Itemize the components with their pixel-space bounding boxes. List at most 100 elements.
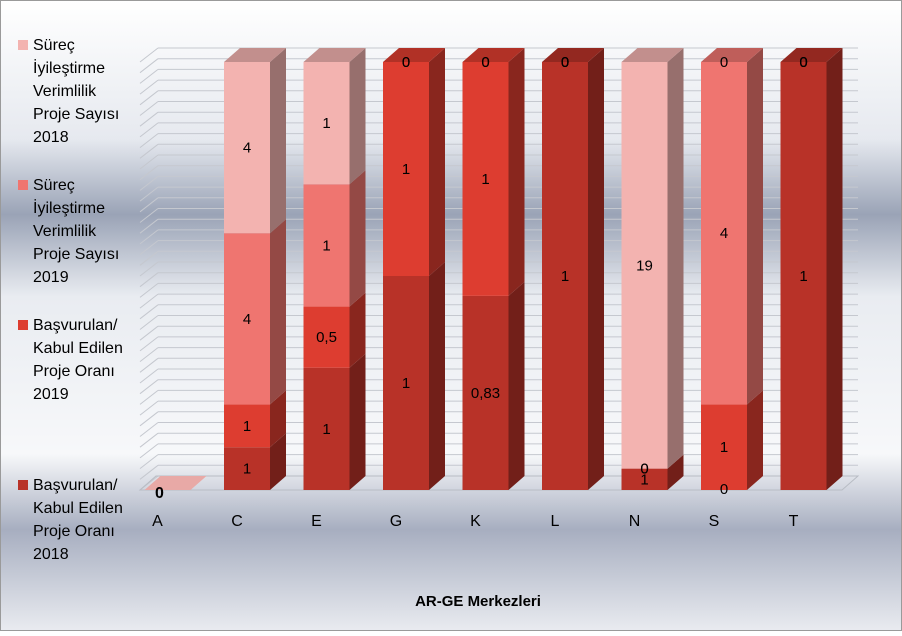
gridline-side — [139, 347, 159, 362]
data-label: 1 — [322, 115, 330, 132]
bar-top-T — [780, 48, 843, 62]
bar-top-L — [542, 48, 604, 62]
legend-entry: Başvurulan/Kabul Edilen Proje Oranı 2019 — [33, 317, 123, 403]
gridline-side — [139, 411, 159, 427]
legend-swatch — [18, 180, 28, 190]
gridline-side — [139, 464, 159, 480]
bar-segment-G-1 — [383, 62, 429, 276]
data-label: 1 — [243, 418, 251, 435]
bar-segment-N-3 — [621, 62, 668, 469]
bar-side-T-0 — [826, 48, 843, 490]
bar-side-E-2 — [349, 170, 366, 307]
legend: Süreç İyileştirme Verimlilik Proje Sayısı 20… — [18, 37, 123, 563]
legend-swatch — [18, 320, 28, 330]
data-label: 1 — [481, 171, 489, 188]
gridline-side — [139, 325, 159, 341]
gridline-side — [139, 368, 159, 384]
data-label: 0 — [481, 54, 489, 71]
bar-side-G-0 — [429, 262, 445, 490]
gridline-side — [139, 154, 159, 170]
legend-swatch — [18, 40, 28, 50]
gridline-side — [139, 143, 159, 159]
legend-entry: Başvurulan/Kabul Edilen Proje Oranı 2018 — [33, 477, 123, 563]
bar-side-C-2 — [270, 219, 286, 405]
data-label: 1 — [799, 268, 807, 285]
bar-side-E-3 — [349, 48, 366, 185]
data-label: 4 — [720, 225, 728, 242]
gridline-side — [139, 422, 159, 437]
gridline-side — [139, 250, 159, 266]
chart-floor — [138, 475, 860, 491]
gridline-side — [139, 79, 159, 95]
bar-segment-K-1 — [462, 62, 509, 296]
gridline-side — [139, 293, 159, 309]
bar-top-C — [224, 48, 286, 62]
bar-side-E-1 — [349, 292, 366, 368]
gridline-side — [139, 229, 159, 245]
x-tick-label: C — [231, 513, 243, 530]
gridline-side — [139, 122, 159, 138]
gridline-side — [139, 111, 159, 127]
data-label: 0 — [799, 54, 807, 71]
legend-entry: Süreç İyileştirme Verimlilik Proje Sayısı 20… — [33, 177, 119, 286]
gridline-side — [139, 90, 159, 106]
data-label: 1 — [402, 375, 410, 392]
gridline-side — [139, 283, 159, 298]
bar-side-K-1 — [508, 48, 525, 296]
data-label: 0 — [155, 485, 164, 502]
bar-top-E — [303, 48, 366, 62]
gridline-side — [139, 218, 159, 234]
bar-segment-C-0 — [224, 447, 270, 490]
gridline-side — [139, 357, 159, 373]
bar-segment-E-1 — [303, 306, 350, 368]
bar-side-N-3 — [667, 48, 684, 469]
data-label: 0 — [561, 54, 569, 71]
gridline-side — [139, 443, 159, 459]
bar-side-C-1 — [270, 390, 286, 448]
bar-segment-G-0 — [383, 276, 429, 490]
gridline-side — [139, 197, 159, 213]
gridline-side — [139, 432, 159, 448]
bar-segment-E-2 — [303, 184, 350, 307]
gridline-side — [139, 176, 159, 191]
gridline-side — [139, 208, 159, 223]
gridline-side — [139, 379, 159, 395]
gridline-side — [139, 101, 159, 116]
data-label: 0,83 — [471, 385, 500, 402]
data-label: 0 — [402, 54, 410, 71]
bar-segment-K-0 — [462, 295, 509, 490]
gridline-side — [139, 186, 159, 202]
bar-top-K — [462, 48, 525, 62]
x-tick-label: N — [629, 513, 641, 530]
gridline-side — [139, 400, 159, 416]
data-label: 0 — [640, 461, 648, 478]
gridline-side — [139, 240, 159, 255]
gridline-side — [139, 454, 159, 469]
bar-segment-C-2 — [224, 233, 270, 405]
bars — [144, 48, 843, 490]
data-label: 1 — [322, 237, 330, 254]
data-label: 1 — [322, 421, 330, 438]
gridline-side — [139, 165, 159, 181]
bar-side-C-0 — [270, 433, 286, 490]
gridline-side — [139, 47, 159, 63]
gridline-side — [139, 261, 159, 277]
data-label: 0 — [481, 54, 489, 71]
gridline-side — [139, 315, 159, 330]
bar-segment-N-0 — [621, 468, 668, 490]
x-tick-label: S — [709, 513, 720, 530]
data-label: 0 — [799, 54, 807, 71]
data-label: 1 — [561, 268, 569, 285]
gridline-side — [139, 336, 159, 352]
data-label: 4 — [243, 311, 251, 328]
x-tick-label: K — [470, 513, 481, 530]
bar-side-L-0 — [588, 48, 604, 490]
data-label: 1 — [720, 439, 728, 456]
bar-side-C-3 — [270, 48, 286, 234]
data-label: 0 — [561, 54, 569, 71]
x-tick-label: A — [152, 513, 163, 530]
bar-side-G-1 — [429, 48, 445, 276]
data-label: 1 — [640, 471, 648, 488]
